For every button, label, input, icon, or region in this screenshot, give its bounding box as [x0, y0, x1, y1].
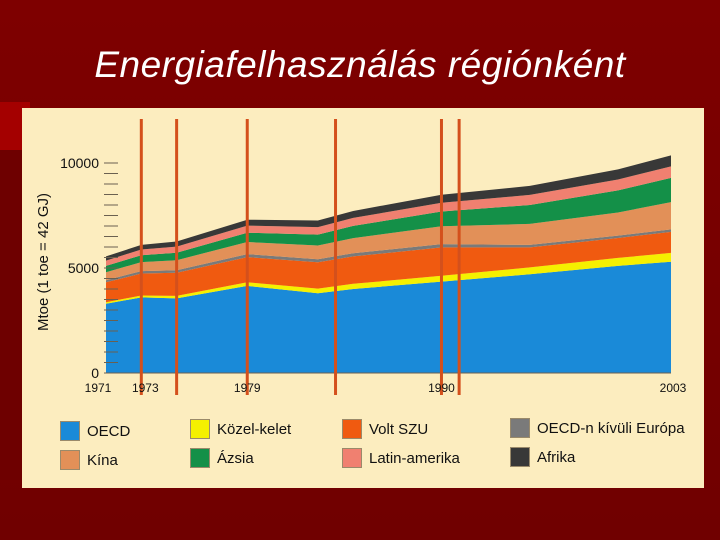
legend-label: Latin-amerika — [369, 449, 460, 467]
area-series-7 — [106, 155, 671, 261]
legend-item-latin-amerika: Latin-amerika — [342, 447, 460, 469]
legend-item-afrika: Afrika — [510, 446, 575, 468]
legend-label: Ázsia — [217, 449, 254, 467]
legend-item-azsia: Ázsia — [190, 447, 254, 469]
y-tick-label: 0 — [91, 365, 99, 381]
accent-band-lower — [0, 150, 22, 480]
area-layers — [106, 155, 671, 373]
y-axis-label: Mtoe (1 toe = 42 GJ) — [35, 193, 52, 331]
axis-labels: 0 5000 10000 1971 1973 1979 1990 2003 Mtoe (1 to… — [35, 155, 687, 395]
legend-swatch — [342, 448, 362, 468]
area-series-4 — [106, 202, 671, 281]
area-series-5 — [106, 177, 671, 273]
legend-label: Közel-kelet — [217, 420, 292, 438]
area-series-6 — [106, 166, 671, 266]
y-tick-label: 5000 — [68, 260, 99, 276]
x-tick-label: 1979 — [234, 381, 261, 395]
legend-item-oecd-kivuli-europa: OECD-n kívüli Európa — [510, 417, 685, 439]
legend-swatch — [510, 418, 530, 438]
slide-title: Energiafelhasználás régiónként — [94, 44, 626, 85]
legend-label: Kína — [87, 451, 118, 469]
year-marker-lines — [139, 119, 461, 395]
legend-label: Afrika — [537, 448, 576, 466]
legend-swatch — [190, 448, 210, 468]
legend-swatch — [342, 419, 362, 439]
legend-swatch — [190, 419, 210, 439]
area-series-2 — [106, 231, 671, 303]
x-tick-label: 1990 — [428, 381, 455, 395]
legend-label: OECD — [87, 422, 131, 440]
legend-swatch — [510, 447, 530, 467]
legend-item-kozel-kelet: Közel-kelet — [190, 418, 291, 440]
legend-item-kina: Kína — [60, 449, 118, 471]
y-axis-ticks — [104, 162, 671, 374]
legend-item-volt-szu: Volt SZU — [342, 418, 428, 440]
legend-label: OECD-n kívüli Európa — [537, 419, 685, 437]
legend-swatch — [60, 421, 80, 441]
legend: OECD Közel-kelet Volt SZU OECD-n kívüli … — [60, 412, 700, 478]
legend-item-oecd: OECD — [60, 420, 130, 442]
x-tick-label: 1971 — [85, 381, 112, 395]
legend-swatch — [60, 450, 80, 470]
y-tick-label: 10000 — [60, 155, 99, 171]
x-tick-label: 1973 — [132, 381, 159, 395]
x-tick-label: 2003 — [660, 381, 687, 395]
legend-label: Volt SZU — [369, 420, 429, 438]
